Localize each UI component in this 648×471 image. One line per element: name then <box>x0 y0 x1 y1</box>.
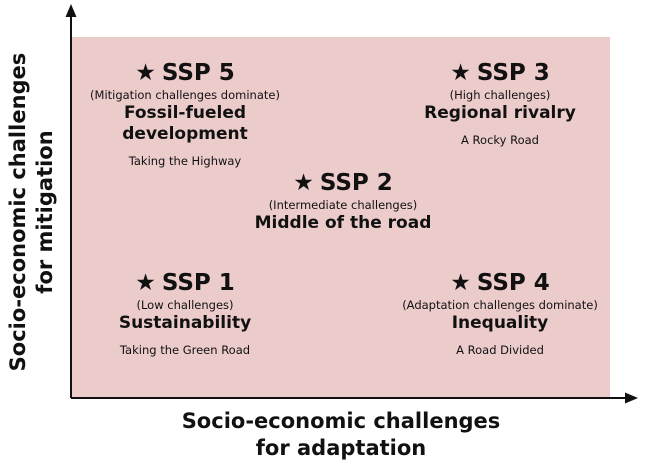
ssp5-label: SSP 5 <box>161 60 235 86</box>
ssp2-block: ★ SSP 2 (Intermediate challenges) Middle … <box>218 170 468 234</box>
ssp5-name-line2: development <box>122 124 248 144</box>
star-icon: ★ <box>450 60 471 86</box>
ssp4-name: Inequality <box>451 313 549 333</box>
ssp1-name: Sustainability <box>118 313 252 333</box>
y-axis-arrowhead <box>65 4 77 17</box>
x-axis-title-line1: Socio-economic challenges <box>181 409 501 433</box>
star-icon: ★ <box>450 270 471 296</box>
ssp3-heading: ★ SSP 3 <box>375 60 625 86</box>
star-icon: ★ <box>135 60 156 86</box>
ssp3-road: A Rocky Road <box>461 133 539 147</box>
ssp4-challenge: (Adaptation challenges dominate) <box>402 298 598 312</box>
star-icon: ★ <box>135 270 156 296</box>
y-axis-title-line2: for mitigation <box>33 130 57 294</box>
ssp3-challenge: (High challenges) <box>449 88 551 102</box>
ssp5-road: Taking the Highway <box>128 154 242 168</box>
ssp5-heading: ★ SSP 5 <box>60 60 310 86</box>
ssp1-block: ★ SSP 1 (Low challenges) Sustainability T… <box>60 270 310 358</box>
ssp2-challenge: (Intermediate challenges) <box>268 198 418 212</box>
ssp1-road: Taking the Green Road <box>119 343 251 357</box>
ssp5-block: ★ SSP 5 (Mitigation challenges dominate) … <box>60 60 310 169</box>
ssp4-road: A Road Divided <box>456 343 544 357</box>
y-axis-title-line1: Socio-economic challenges <box>6 52 30 372</box>
ssp2-label: SSP 2 <box>319 170 393 196</box>
ssp2-heading: ★ SSP 2 <box>218 170 468 196</box>
y-axis-title: Socio-economic challenges for mitigation <box>5 32 59 392</box>
ssp5-challenge: (Mitigation challenges dominate) <box>90 88 280 102</box>
x-axis-title-line2: for adaptation <box>255 436 427 460</box>
ssp4-block: ★ SSP 4 (Adaptation challenges dominate) … <box>375 270 625 358</box>
ssp2-name: Middle of the road <box>254 213 432 233</box>
scenario-space-background <box>72 37 610 398</box>
ssp1-challenge: (Low challenges) <box>136 298 234 312</box>
x-axis-arrowhead <box>625 392 638 404</box>
ssp3-label: SSP 3 <box>476 60 550 86</box>
ssp3-name: Regional rivalry <box>424 103 576 123</box>
x-axis-title: Socio-economic challenges for adaptation <box>72 408 610 462</box>
ssp1-heading: ★ SSP 1 <box>60 270 310 296</box>
ssp1-label: SSP 1 <box>161 270 235 296</box>
star-icon: ★ <box>293 170 314 196</box>
ssp4-heading: ★ SSP 4 <box>375 270 625 296</box>
ssp4-label: SSP 4 <box>476 270 550 296</box>
ssp3-block: ★ SSP 3 (High challenges) Regional rivalr… <box>375 60 625 148</box>
ssp5-name-line1: Fossil-fueled <box>123 103 247 123</box>
